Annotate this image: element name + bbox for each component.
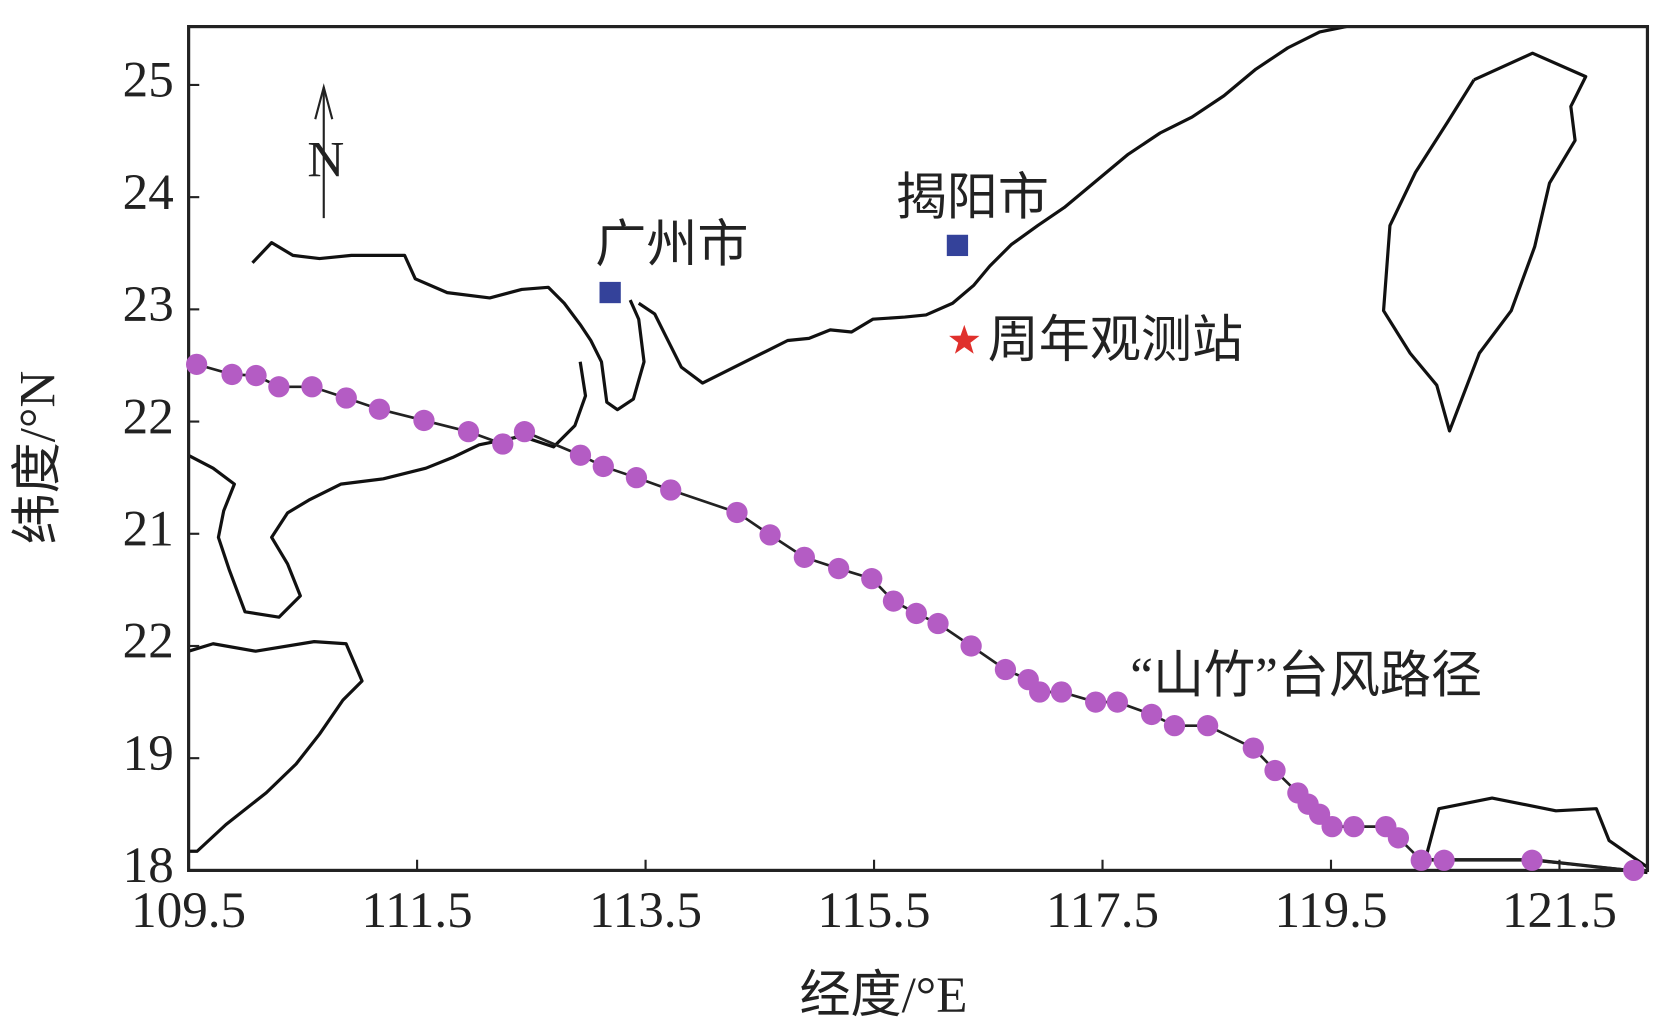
track-point — [592, 455, 614, 478]
track-point — [1085, 691, 1107, 713]
x-tick-label: 117.5 — [1046, 882, 1159, 939]
track-point — [185, 353, 208, 375]
track-point — [513, 421, 536, 443]
y-tick-label: 25 — [123, 52, 174, 109]
station-marker — [949, 324, 980, 354]
city-label: 揭阳市 — [896, 170, 1049, 227]
plot-frame — [187, 25, 1650, 872]
coastlines — [187, 25, 1649, 875]
coastline — [187, 361, 588, 619]
north-label: N — [307, 132, 344, 189]
north-arrow-head — [314, 83, 334, 120]
city-label: 广州市 — [595, 217, 748, 274]
track-point — [1163, 715, 1186, 737]
y-tick-label: 22 — [123, 613, 174, 670]
x-tick-label: 111.5 — [362, 882, 473, 939]
track-point — [927, 612, 949, 635]
track-point — [1050, 681, 1073, 703]
track-point — [660, 479, 682, 501]
x-tick-label: 113.5 — [589, 882, 702, 939]
track-point — [1387, 827, 1410, 849]
coastline — [188, 640, 364, 853]
track-point — [569, 444, 592, 466]
track-point — [268, 376, 290, 398]
x-tick-label: 109.5 — [131, 882, 246, 939]
track-point — [759, 524, 781, 546]
track-point — [301, 376, 323, 398]
x-tick-label: 115.5 — [818, 882, 931, 939]
track-point — [492, 433, 514, 455]
y-tick-label: 23 — [123, 276, 174, 333]
coastline — [251, 241, 646, 412]
x-tick-label: 119.5 — [1274, 882, 1387, 939]
track-point — [1410, 849, 1432, 871]
track-point — [1196, 715, 1219, 737]
coastline — [1381, 51, 1588, 433]
track-point — [994, 658, 1017, 681]
track-point — [368, 398, 391, 420]
track-point — [1343, 815, 1365, 838]
track-point — [245, 364, 267, 387]
coastline — [1424, 796, 1649, 869]
track-point — [625, 467, 648, 489]
track-point — [793, 546, 816, 568]
track-point — [726, 501, 748, 524]
track-point — [861, 568, 883, 590]
y-tick-label: 21 — [123, 500, 174, 557]
track-point — [457, 421, 480, 443]
track-point — [882, 590, 905, 612]
y-tick-label: 18 — [123, 837, 174, 894]
track-label: “山竹”台风路径 — [1130, 648, 1482, 705]
track-point — [1521, 849, 1543, 871]
y-tick-label: 22 — [123, 388, 174, 445]
x-axis-label: 经度/°E — [799, 967, 967, 1024]
track-point — [1242, 737, 1264, 759]
track-point — [827, 557, 850, 580]
y-tick-label: 19 — [123, 725, 174, 782]
track-point — [335, 387, 357, 409]
track-point — [905, 602, 927, 625]
coastline — [637, 25, 1347, 385]
station-label: 周年观测站 — [988, 312, 1243, 369]
track-point — [413, 409, 435, 432]
track-point — [960, 635, 982, 657]
city-marker — [946, 234, 969, 257]
track-point — [1321, 815, 1343, 838]
track-point — [1106, 691, 1129, 713]
track-point — [1141, 703, 1163, 726]
track-point — [1029, 681, 1051, 703]
track-point — [1264, 759, 1286, 782]
track-point — [1623, 859, 1645, 882]
y-axis-label: 纬度/°N — [10, 371, 67, 545]
city-marker — [599, 281, 621, 304]
track-point — [1433, 849, 1455, 871]
track-point — [221, 363, 243, 386]
x-tick-label: 121.5 — [1502, 882, 1617, 939]
y-tick-label: 24 — [123, 164, 174, 221]
